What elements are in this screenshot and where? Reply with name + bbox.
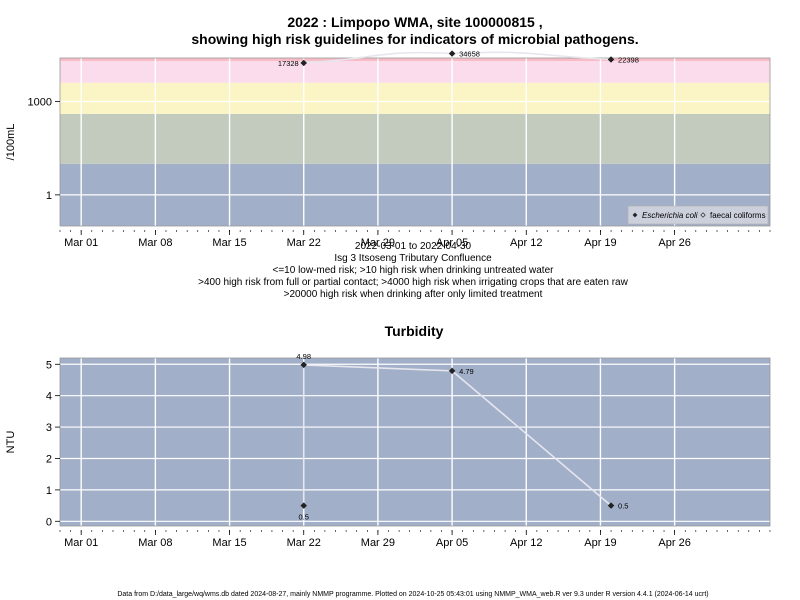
y-tick-label: 0: [46, 516, 52, 528]
ecoli-point: [607, 56, 615, 63]
x-tick-label: Apr 19: [584, 237, 616, 249]
legend-ecoli-marker: [632, 212, 638, 218]
turbidity-data-label: 0.5: [299, 513, 309, 522]
x-tick-label: Mar 08: [138, 237, 172, 249]
y-tick-label: 1: [46, 485, 52, 497]
turbidity-data-label: 0.5: [618, 502, 628, 511]
turbidity-point: [300, 361, 308, 369]
y-axis-label: /100mL: [5, 124, 17, 161]
x-tick-label: Mar 01: [64, 537, 98, 549]
turbidity-line: [302, 364, 612, 507]
ecoli-panel: Mar 01 Mar 08 Mar 15 Mar 22 Mar 29 Apr 05 Apr …: [5, 50, 771, 249]
legend-box: [627, 205, 769, 225]
y-tick-label: 5: [46, 359, 52, 371]
chart-title-line2: showing high risk guidelines for indicat…: [191, 31, 638, 47]
turbidity-data-label: 4.98: [296, 352, 311, 361]
chart-title-line1: 2022 : Limpopo WMA, site 100000815 ,: [287, 14, 542, 30]
plot-frame: [59, 357, 771, 527]
x-tick-label: Mar 15: [212, 537, 246, 549]
turbidity-point: [448, 367, 456, 375]
x-tick-label: Apr 26: [658, 237, 690, 249]
x-tick-label: Mar 22: [287, 237, 321, 249]
plot-frame: [59, 57, 771, 227]
caption-site-name: Isg 3 Itsoseng Tributary Confluence: [334, 253, 492, 264]
x-tick-label: Mar 01: [64, 237, 98, 249]
y-tick-label: 2: [46, 453, 52, 465]
ecoli-data-label: 22398: [618, 55, 639, 64]
legend-faecal-label: faecal coliforms: [710, 211, 766, 220]
x-tick-label: Apr 05: [436, 537, 468, 549]
x-tick-label: Mar 08: [138, 537, 172, 549]
y-tick-label: 4: [46, 391, 52, 403]
caption-risk-line-1: <=10 low-med risk; >10 high risk when dr…: [273, 265, 555, 276]
risk-band-4: [60, 58, 770, 62]
risk-band-3: [60, 61, 770, 83]
x-tick-label: Mar 15: [212, 237, 246, 249]
turbidity-point: [300, 502, 308, 509]
legend-ecoli-label: Escherichia coli: [642, 211, 698, 220]
x-tick-label: Apr 12: [510, 537, 542, 549]
x-tick-label: Apr 19: [584, 537, 616, 549]
caption-date-range: 2022-03-01 to 2022-04-30: [355, 241, 472, 252]
ecoli-data-label: 34658: [459, 50, 480, 59]
risk-band-1: [60, 113, 770, 164]
y-axis-label: NTU: [5, 431, 17, 454]
y-tick-label: 3: [46, 422, 52, 434]
ecoli-point: [448, 50, 456, 57]
risk-band-2: [60, 82, 770, 114]
x-tick-label: Mar 29: [361, 237, 395, 249]
x-tick-label: Apr 12: [510, 237, 542, 249]
turbidity-point: [607, 502, 615, 509]
y-tick-label: 1: [46, 190, 52, 202]
x-tick-label: Mar 22: [287, 537, 321, 549]
plot-background: [60, 358, 770, 526]
caption-risk-line-2: >400 high risk from full or partial cont…: [198, 277, 628, 288]
x-tick-label: Apr 26: [658, 537, 690, 549]
x-tick-label: Apr 05: [436, 237, 468, 249]
turbidity-panel: Mar 01 Mar 08 Mar 15 Mar 22 Mar 29 Apr 05 Apr …: [5, 352, 771, 549]
x-tick-label: Mar 29: [361, 537, 395, 549]
legend-faecal-marker: [700, 212, 706, 218]
caption-risk-line-3: >20000 high risk when drinking after onl…: [284, 289, 543, 300]
y-tick-label: 1000: [28, 97, 52, 109]
turbidity-title: Turbidity: [385, 323, 444, 339]
legend: Escherichia coli faecal coliforms: [627, 205, 769, 225]
turbidity-data-label: 4.79: [459, 367, 474, 376]
ecoli-data-label: 17328: [278, 59, 299, 68]
footer-note: Data from D:/data_large/wq/wms.db dated …: [117, 591, 708, 598]
ecoli-point: [300, 59, 308, 67]
